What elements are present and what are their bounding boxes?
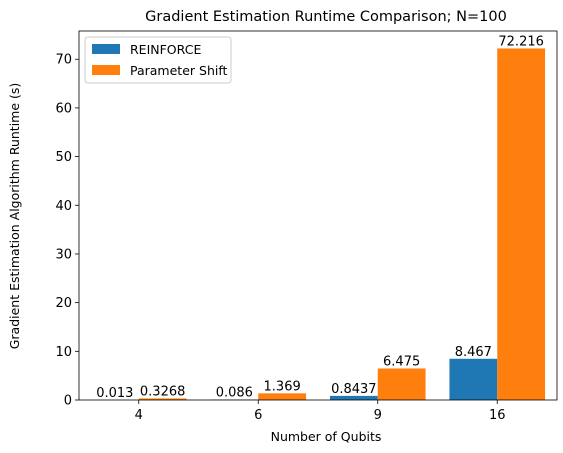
bar bbox=[329, 395, 378, 400]
y-tick-label: 40 bbox=[55, 199, 72, 214]
plot-frame bbox=[78, 30, 558, 401]
bar bbox=[449, 358, 498, 400]
legend-label: Parameter Shift bbox=[130, 63, 228, 78]
bar bbox=[497, 48, 546, 400]
y-tick-label: 70 bbox=[55, 53, 72, 68]
x-axis-label: Number of Qubits bbox=[271, 429, 382, 444]
y-tick-label: 30 bbox=[55, 247, 72, 262]
data-label: 0.086 bbox=[216, 386, 253, 401]
legend-swatch bbox=[92, 44, 120, 54]
y-tick-label: 20 bbox=[55, 296, 72, 311]
x-tick-label: 6 bbox=[254, 408, 262, 423]
data-label: 72.216 bbox=[498, 34, 544, 49]
bar bbox=[258, 393, 307, 400]
data-label: 8.467 bbox=[455, 345, 492, 360]
bar bbox=[138, 398, 187, 400]
y-axis-label: Gradient Estimation Algorithm Runtime (s… bbox=[7, 83, 22, 350]
legend-swatch bbox=[92, 65, 120, 75]
x-tick-label: 4 bbox=[135, 408, 143, 423]
legend: REINFORCE Parameter Shift bbox=[84, 36, 232, 84]
y-tick-label: 50 bbox=[55, 150, 72, 165]
data-label: 0.8437 bbox=[331, 382, 377, 397]
chart-title: Gradient Estimation Runtime Comparison; … bbox=[145, 9, 507, 25]
data-label: 1.369 bbox=[264, 379, 301, 394]
x-tick-label: 9 bbox=[374, 408, 382, 423]
y-tick-label: 10 bbox=[55, 345, 72, 360]
legend-label: REINFORCE bbox=[130, 42, 201, 57]
legend-box bbox=[84, 36, 232, 84]
data-label: 6.475 bbox=[383, 354, 420, 369]
y-tick-label: 60 bbox=[55, 101, 72, 116]
bar bbox=[377, 368, 426, 400]
y-tick-label: 0 bbox=[64, 394, 72, 409]
data-label: 0.013 bbox=[96, 386, 133, 401]
data-label: 0.3268 bbox=[140, 384, 186, 399]
x-tick-label: 16 bbox=[489, 408, 506, 423]
